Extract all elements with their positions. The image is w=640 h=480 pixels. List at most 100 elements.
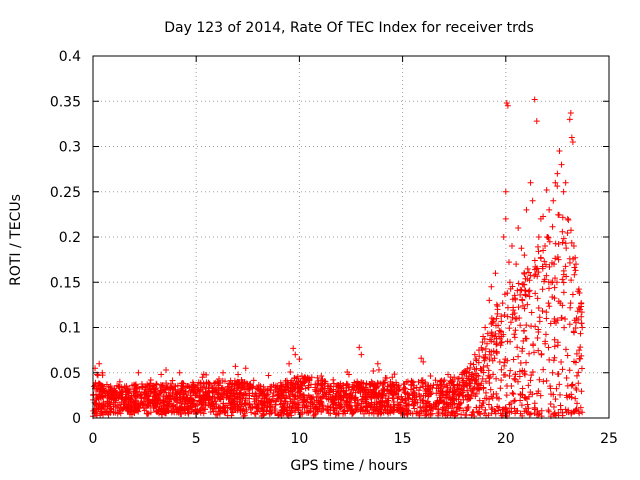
data-point	[380, 392, 387, 399]
data-point	[427, 382, 434, 389]
data-point	[150, 404, 157, 411]
data-point	[514, 344, 521, 351]
data-point	[236, 381, 243, 388]
data-point	[456, 382, 463, 389]
data-point	[202, 399, 209, 406]
data-point	[252, 411, 259, 418]
data-point	[91, 383, 98, 390]
data-point	[577, 330, 584, 337]
data-point	[539, 308, 546, 315]
data-point	[224, 383, 231, 390]
data-point	[295, 402, 302, 409]
data-point	[464, 404, 471, 411]
data-point	[578, 352, 585, 359]
data-point	[569, 291, 576, 298]
data-point	[531, 349, 538, 356]
data-point	[411, 405, 418, 412]
data-point	[499, 300, 506, 307]
data-point	[555, 256, 562, 263]
data-point	[305, 382, 312, 389]
data-point	[346, 384, 353, 391]
data-point	[220, 369, 227, 376]
data-point	[97, 391, 104, 398]
data-point	[498, 377, 505, 384]
data-point	[478, 402, 485, 409]
data-point	[250, 383, 257, 390]
data-point	[434, 381, 441, 388]
data-point	[535, 234, 542, 240]
data-point	[315, 387, 322, 394]
data-point	[511, 397, 518, 404]
data-point	[176, 369, 183, 376]
data-point	[116, 384, 123, 391]
data-point	[551, 315, 558, 322]
data-point	[135, 369, 142, 376]
data-point	[404, 411, 411, 418]
data-point	[330, 376, 337, 383]
data-point	[173, 405, 180, 412]
data-point	[485, 401, 492, 408]
data-point	[312, 381, 319, 388]
data-point	[122, 387, 129, 394]
data-point	[445, 405, 452, 412]
data-point	[254, 386, 261, 393]
data-point	[576, 347, 583, 354]
data-point	[540, 247, 547, 254]
data-point	[393, 379, 400, 386]
data-point	[531, 257, 538, 264]
data-point	[559, 214, 566, 221]
data-point	[323, 395, 330, 402]
data-point	[485, 367, 492, 374]
data-point	[486, 374, 493, 381]
data-point	[227, 405, 234, 412]
data-point	[139, 383, 146, 390]
data-point	[546, 285, 553, 292]
data-point	[484, 362, 491, 369]
data-point	[208, 396, 215, 403]
data-point	[451, 374, 458, 381]
data-point	[546, 238, 553, 245]
data-point	[571, 264, 578, 271]
data-point	[330, 407, 337, 414]
data-point	[358, 384, 365, 391]
data-point	[539, 265, 546, 272]
data-point	[546, 206, 553, 213]
data-point	[537, 392, 544, 399]
data-point	[375, 366, 382, 373]
data-point	[463, 380, 470, 387]
data-point	[372, 383, 379, 390]
data-point	[105, 411, 112, 418]
data-point	[535, 248, 542, 255]
data-point	[532, 323, 539, 330]
data-point	[503, 100, 510, 107]
data-point	[424, 398, 431, 405]
data-point	[482, 378, 489, 385]
data-point	[423, 408, 430, 415]
data-point	[297, 381, 304, 388]
data-point	[498, 333, 505, 340]
data-point	[555, 409, 562, 416]
data-point	[199, 374, 206, 381]
data-point	[570, 328, 577, 335]
data-point	[491, 355, 498, 362]
data-point	[358, 396, 365, 403]
data-point	[365, 389, 372, 396]
data-point	[240, 382, 247, 389]
data-point	[257, 383, 264, 390]
data-point	[445, 371, 452, 378]
data-point	[525, 405, 532, 412]
data-point	[520, 338, 527, 345]
data-point	[492, 330, 499, 337]
data-point	[241, 386, 248, 393]
data-point	[493, 301, 500, 308]
data-point	[483, 340, 490, 347]
data-point	[579, 324, 586, 331]
data-point	[564, 215, 571, 222]
data-point	[504, 313, 511, 320]
data-point	[94, 394, 101, 401]
data-point	[493, 390, 500, 397]
data-point	[519, 367, 526, 374]
data-point	[557, 406, 564, 413]
data-point	[565, 407, 572, 414]
data-point	[571, 317, 578, 324]
